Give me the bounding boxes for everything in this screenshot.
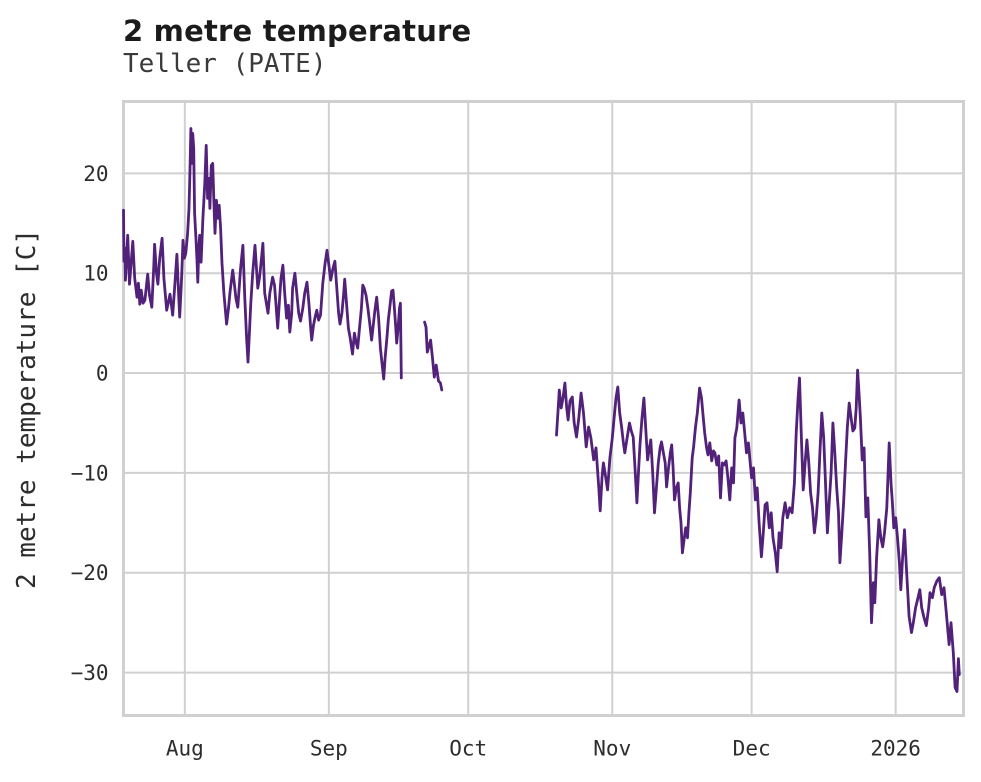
temperature-line (122, 127, 403, 381)
y-tick-label: 10 (83, 262, 108, 286)
plot-border (122, 100, 965, 717)
y-tick-label: 0 (96, 362, 109, 386)
x-tick-label: Sep (310, 737, 348, 761)
y-tick-label: −10 (71, 461, 109, 485)
y-tick-label: −30 (71, 661, 109, 685)
x-tick-label: Aug (166, 737, 204, 761)
temperature-line (555, 368, 961, 693)
y-tick-label: −20 (71, 561, 109, 585)
x-tick-label: Oct (449, 737, 487, 761)
x-tick-label: 2026 (870, 737, 921, 761)
x-tick-label: Nov (593, 737, 631, 761)
chart-title: 2 metre temperature (123, 14, 472, 48)
plot-background (123, 101, 964, 716)
temperature-line (423, 320, 444, 392)
y-tick-label: 20 (83, 162, 108, 186)
x-tick-label: Dec (733, 737, 771, 761)
chart-subtitle: Teller (PATE) (123, 49, 327, 79)
